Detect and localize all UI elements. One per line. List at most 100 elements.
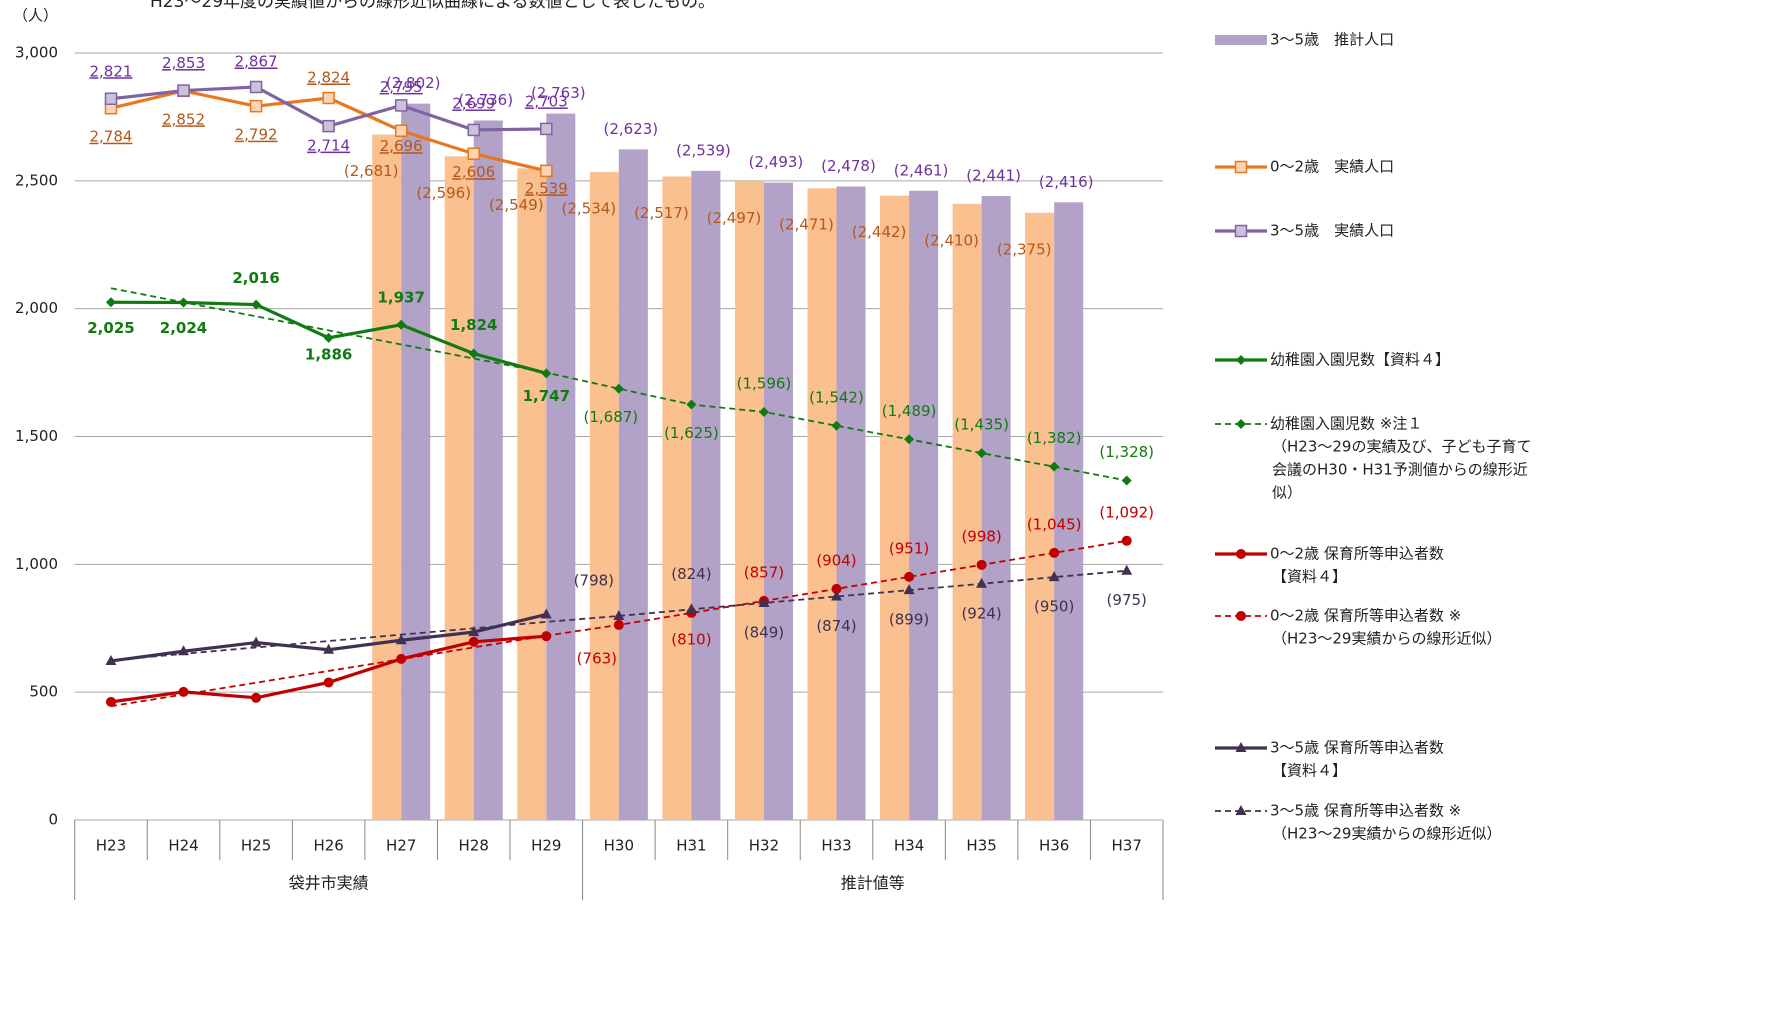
marker xyxy=(251,692,262,703)
data-label: (2,736) xyxy=(458,91,513,109)
data-label: (975) xyxy=(1107,591,1147,609)
marker xyxy=(468,626,480,637)
marker xyxy=(1048,571,1060,582)
x-tick-label: H31 xyxy=(676,837,706,855)
legend-label: 幼稚園入園児数【資料４】 xyxy=(1270,351,1450,369)
data-label: (849) xyxy=(744,623,784,641)
y-tick-label: 1,000 xyxy=(15,555,58,573)
marker xyxy=(685,603,697,614)
data-label: (2,497) xyxy=(707,209,762,227)
legend-label: 3〜5歳 実績人口 xyxy=(1270,222,1394,240)
data-label: 1,824 xyxy=(450,316,497,334)
marker xyxy=(1121,475,1132,486)
legend-note: 【資料４】 xyxy=(1272,762,1347,780)
data-label: (798) xyxy=(574,571,614,589)
data-label: 2,703 xyxy=(525,92,568,110)
bar xyxy=(546,113,576,820)
legend-label: 幼稚園入園児数 ※注１ xyxy=(1270,415,1422,433)
data-label: (924) xyxy=(961,604,1001,622)
data-label: (2,416) xyxy=(1039,173,1094,191)
bar xyxy=(517,168,547,820)
marker xyxy=(249,99,263,113)
data-label: (2,623) xyxy=(604,120,659,138)
data-label: (1,092) xyxy=(1099,503,1154,521)
bar xyxy=(836,186,866,820)
data-label: (2,549) xyxy=(489,196,544,214)
data-label: 2,539 xyxy=(525,179,568,197)
marker xyxy=(904,434,915,445)
bar xyxy=(618,149,648,820)
marker xyxy=(758,406,769,417)
bar xyxy=(1025,212,1055,820)
data-label: 2,784 xyxy=(90,128,133,146)
marker xyxy=(468,348,479,359)
bar xyxy=(807,188,837,820)
legend-label: 3〜5歳 保育所等申込者数 ※ xyxy=(1270,802,1461,820)
data-label: (2,534) xyxy=(562,200,617,218)
data-label: (950) xyxy=(1034,598,1074,616)
marker xyxy=(904,571,915,582)
legend-note: 【資料４】 xyxy=(1272,568,1347,586)
data-label: (2,442) xyxy=(852,223,907,241)
data-label: (2,493) xyxy=(749,153,804,171)
data-label: (2,596) xyxy=(416,184,471,202)
marker xyxy=(613,383,624,394)
data-label: 2,699 xyxy=(452,94,495,112)
marker xyxy=(105,696,116,707)
data-label: (1,328) xyxy=(1099,443,1154,461)
data-label: (2,478) xyxy=(821,157,876,175)
data-label: (2,681) xyxy=(344,162,399,180)
marker xyxy=(467,123,480,137)
data-label: 1,886 xyxy=(305,345,352,363)
y-tick-label: 1,500 xyxy=(15,427,58,445)
data-label: 2,024 xyxy=(160,319,207,337)
data-label: 1,937 xyxy=(377,288,424,306)
data-label: 2,821 xyxy=(90,62,133,80)
marker xyxy=(903,584,915,595)
bar xyxy=(372,134,402,820)
marker xyxy=(178,686,189,697)
marker xyxy=(540,164,553,178)
data-label: (1,382) xyxy=(1027,429,1082,447)
data-label: (2,802) xyxy=(386,74,441,92)
group-label: 袋井市実績 xyxy=(289,874,369,893)
legend-note: （H23〜29実績からの線形近似） xyxy=(1272,825,1501,843)
x-tick-label: H25 xyxy=(241,837,271,855)
marker xyxy=(976,577,988,588)
marker xyxy=(322,119,335,133)
data-label: (1,542) xyxy=(809,388,864,406)
data-label: 2,853 xyxy=(162,54,205,72)
marker xyxy=(613,619,624,630)
marker xyxy=(394,124,408,137)
bar xyxy=(662,176,692,820)
data-label: 2,795 xyxy=(380,78,423,96)
bar xyxy=(1054,202,1084,820)
data-label: (1,596) xyxy=(737,374,792,392)
legend-note: （H23〜29実績からの線形近似） xyxy=(1272,630,1501,648)
group-label: 推計値等 xyxy=(841,874,905,893)
legend-marker xyxy=(1234,160,1248,174)
marker xyxy=(396,319,407,330)
marker xyxy=(394,99,408,112)
x-tick-label: H30 xyxy=(604,837,634,855)
legend-note: （H23〜29の実績及び、子ども子育て xyxy=(1272,438,1531,456)
line xyxy=(110,287,1127,482)
data-label: 2,025 xyxy=(87,319,134,337)
marker xyxy=(831,583,842,594)
x-tick-label: H28 xyxy=(459,837,489,855)
x-tick-label: H33 xyxy=(821,837,851,855)
marker xyxy=(976,448,987,459)
data-label: (874) xyxy=(816,617,856,635)
marker xyxy=(468,636,479,647)
data-label: (2,410) xyxy=(924,231,979,249)
marker xyxy=(323,643,335,654)
bar xyxy=(473,120,503,821)
legend-marker xyxy=(1236,549,1246,559)
bar xyxy=(401,103,431,820)
x-tick-label: H24 xyxy=(168,837,198,855)
data-label: (824) xyxy=(671,565,711,583)
bar xyxy=(691,170,721,821)
bar xyxy=(952,203,982,821)
marker xyxy=(323,332,334,343)
